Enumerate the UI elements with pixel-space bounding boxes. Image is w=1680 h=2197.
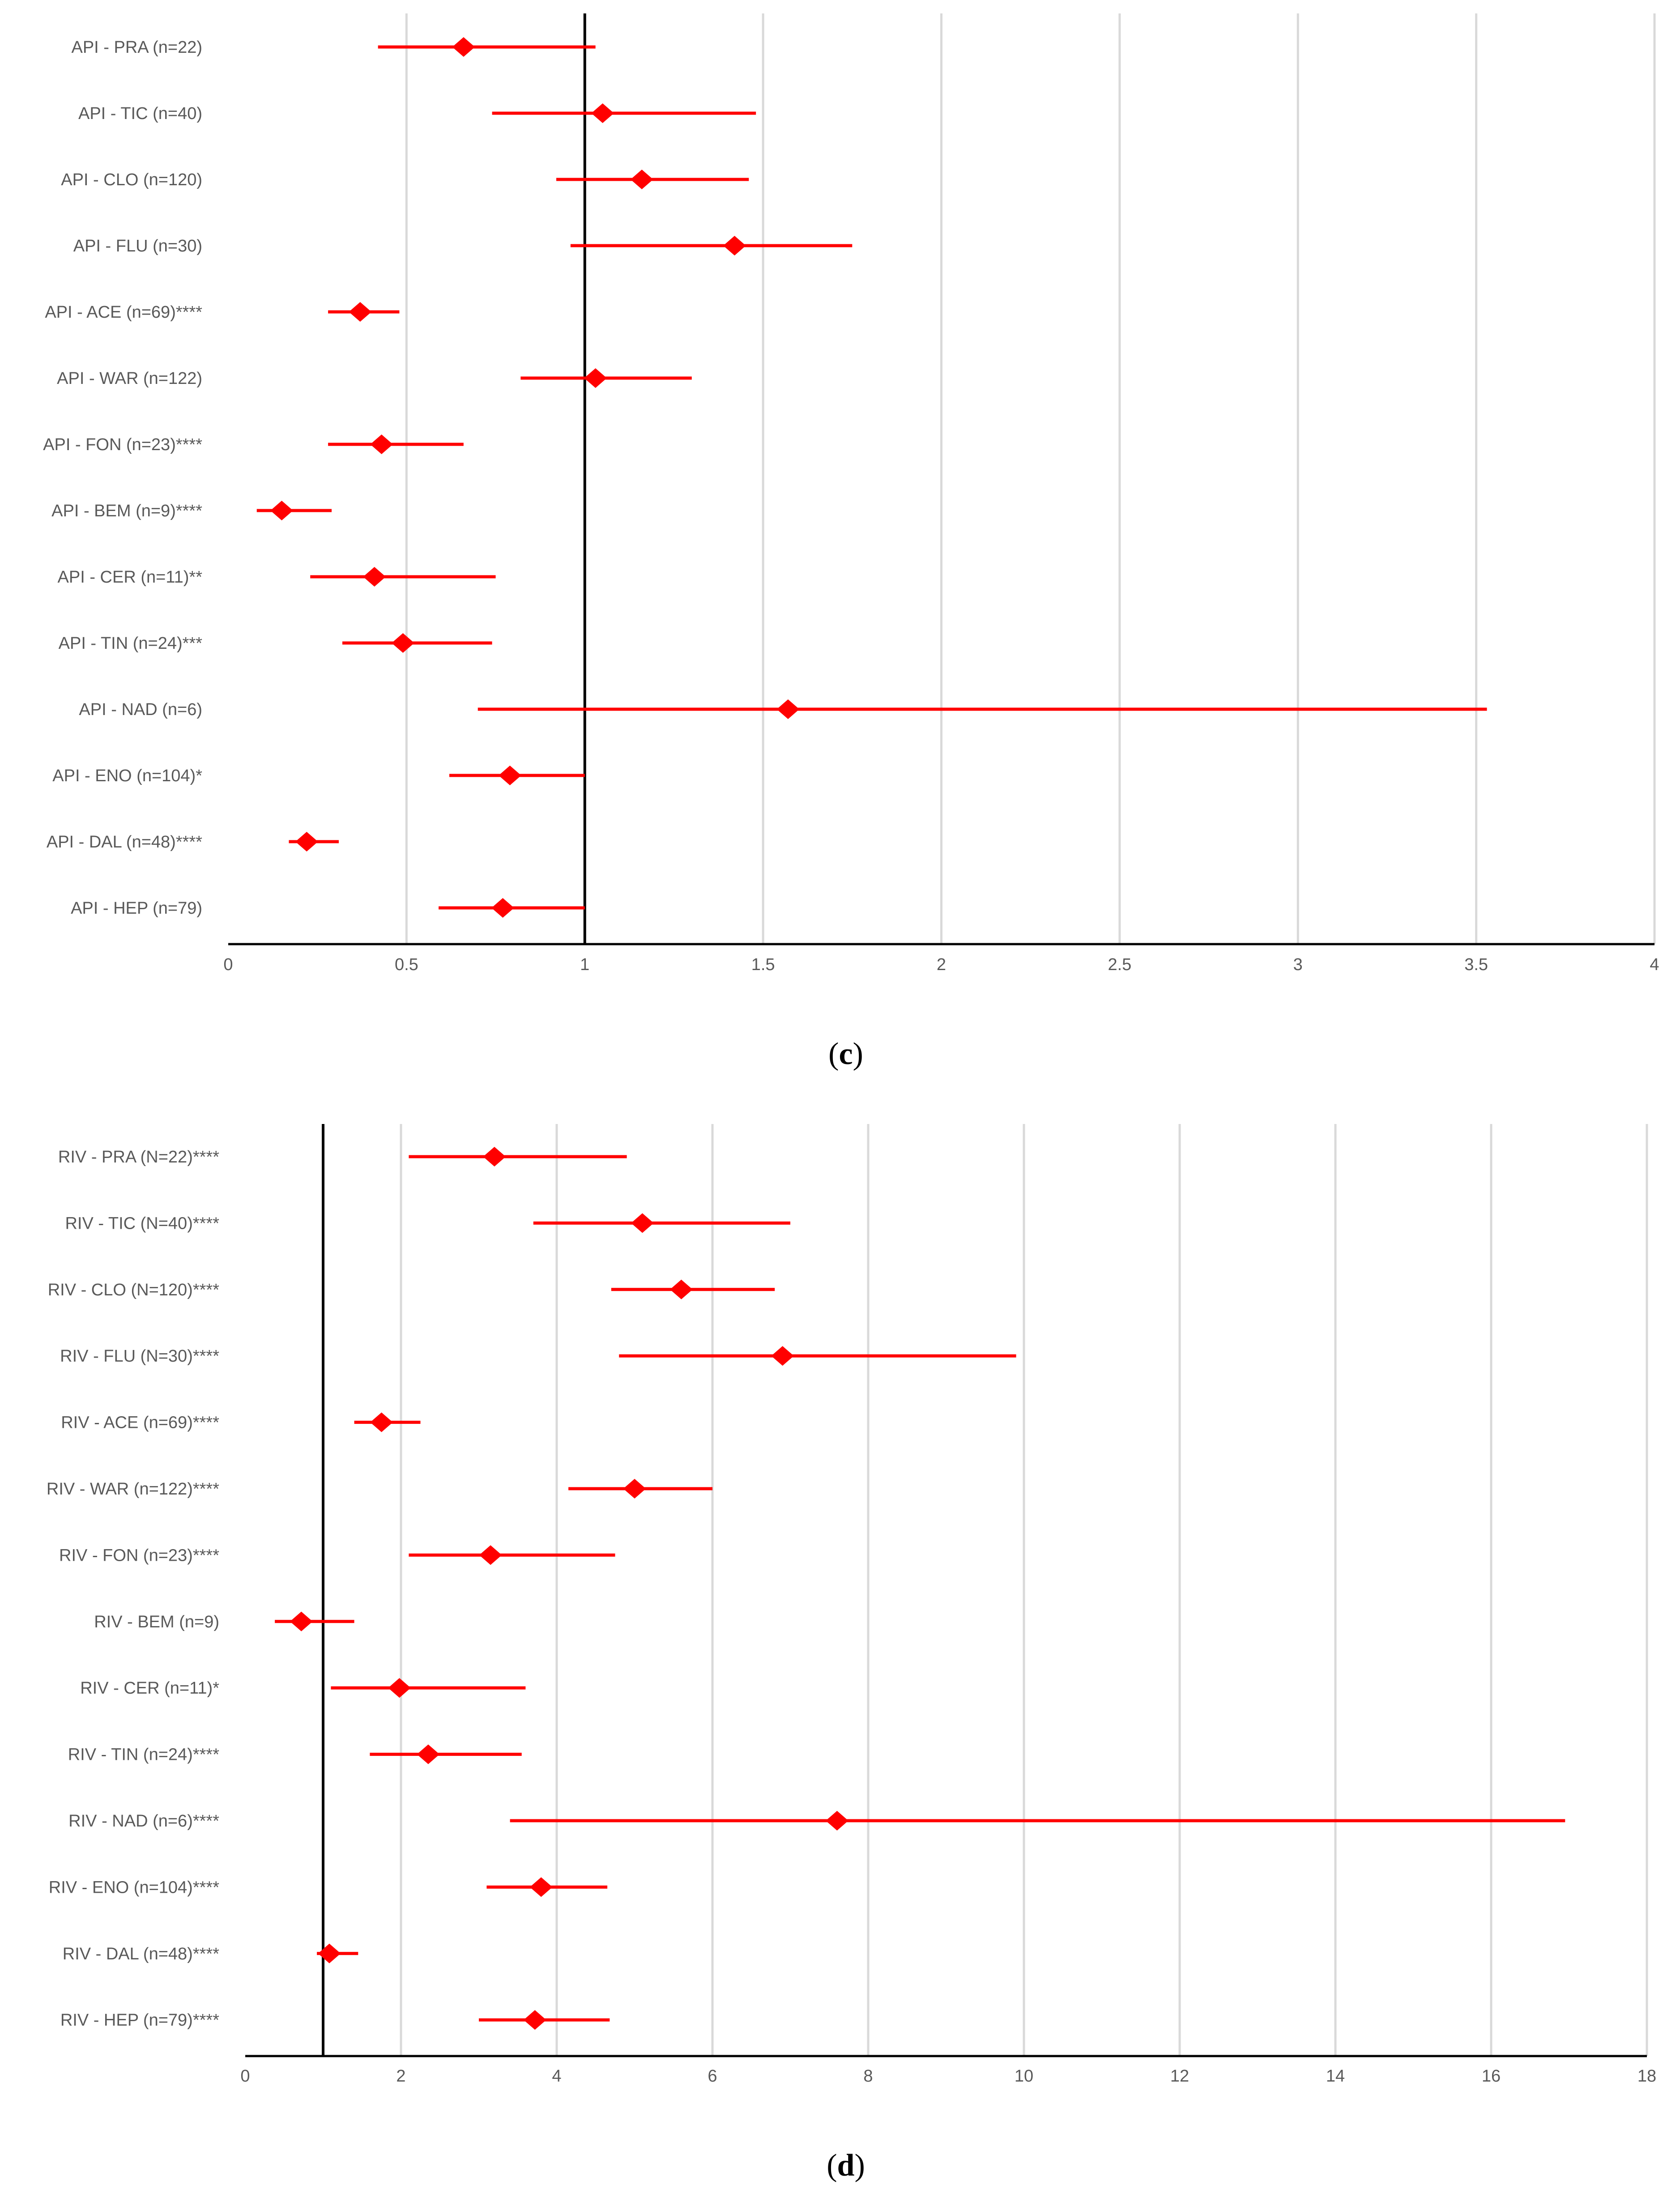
row-label: RIV - HEP (n=79)****	[60, 2011, 219, 2030]
row-label: API - CLO (n=120)	[61, 170, 202, 189]
x-tick-label: 8	[863, 2067, 873, 2086]
point-estimate	[392, 633, 414, 653]
point-estimate	[479, 1545, 502, 1565]
caption-paren: )	[854, 2148, 865, 2183]
row-label: API - PRA (n=22)	[71, 38, 202, 57]
forest-plot-c: 0 0.5 1 1.5 2 2.5 3 3.5 4 API - PRA (n=22) API - T…	[43, 13, 1659, 974]
point-estimate	[290, 1611, 313, 1631]
x-tick-label: 2.5	[1108, 955, 1131, 974]
point-estimate	[826, 1811, 849, 1831]
point-estimate	[295, 832, 318, 852]
x-tick-label: 1	[580, 955, 589, 974]
point-estimate	[591, 103, 614, 123]
row-label: API - ENO (n=104)*	[52, 766, 202, 785]
row-label: RIV - TIC (N=40)****	[65, 1214, 219, 1233]
x-tick-label: 0	[240, 2067, 250, 2086]
row-label: RIV - CLO (N=120)****	[48, 1281, 220, 1299]
x-tick-label: 10	[1015, 2067, 1033, 2086]
row-label: RIV - FLU (N=30)****	[60, 1347, 219, 1366]
x-tick-label: 0.5	[395, 955, 418, 974]
caption-letter: c	[839, 1037, 853, 1071]
x-tick-label: 14	[1326, 2067, 1345, 2086]
row-label: RIV - TIN (n=24)****	[68, 1746, 219, 1764]
row-label: API - BEM (n=9)****	[51, 502, 202, 520]
x-tick-label: 0	[223, 955, 233, 974]
panel-caption-d: (d)	[827, 2148, 865, 2183]
row-label: RIV - PRA (N=22)****	[58, 1148, 219, 1167]
row-label: RIV - NAD (n=6)****	[68, 1812, 219, 1831]
row-label: API - HEP (n=79)	[71, 899, 202, 918]
point-estimate	[370, 1412, 393, 1432]
point-estimate	[670, 1279, 693, 1299]
x-tick-label: 3	[1293, 955, 1303, 974]
x-tick-label: 4	[1650, 955, 1659, 974]
x-tick-label: 12	[1170, 2067, 1189, 2086]
point-estimate	[363, 567, 386, 587]
row-label: API - FON (n=23)****	[43, 435, 202, 454]
point-estimate	[630, 170, 653, 189]
x-tick-label: 1.5	[751, 955, 775, 974]
point-estimate	[631, 1213, 654, 1233]
x-tick-label: 6	[708, 2067, 717, 2086]
caption-letter: d	[837, 2148, 855, 2183]
row-label: API - DAL (n=48)****	[47, 833, 202, 852]
point-estimate	[776, 699, 800, 719]
point-estimate	[523, 2010, 546, 2030]
point-estimate	[318, 1943, 341, 1963]
row-label: API - WAR (n=122)	[57, 369, 202, 388]
point-estimate	[491, 898, 514, 918]
row-label: RIV - BEM (n=9)	[94, 1613, 219, 1631]
forest-plot-d: 0 2 4 6 8 10 12 14 16 18 RIV - PRA (N=22)**** RIV -…	[47, 1124, 1656, 2086]
x-tick-label: 3.5	[1464, 955, 1488, 974]
row-label: API - ACE (n=69)****	[45, 303, 202, 322]
row-label: RIV - FON (n=23)****	[59, 1546, 219, 1565]
x-tick-label: 16	[1482, 2067, 1501, 2086]
x-tick-label: 4	[552, 2067, 561, 2086]
point-estimate	[270, 501, 293, 520]
x-tick-label: 2	[396, 2067, 405, 2086]
row-label: API - TIN (n=24)***	[59, 634, 203, 653]
point-estimate	[529, 1877, 553, 1897]
point-estimate	[499, 766, 521, 785]
point-estimate	[623, 1479, 646, 1499]
row-label: API - TIC (n=40)	[78, 104, 202, 123]
caption-paren: )	[853, 1037, 863, 1071]
point-estimate	[370, 434, 393, 454]
point-estimate	[584, 368, 607, 388]
point-estimate	[452, 37, 475, 57]
x-tick-label: 2	[937, 955, 946, 974]
row-label: RIV - ACE (n=69)****	[61, 1414, 219, 1432]
point-estimate	[723, 236, 746, 255]
point-estimate	[349, 302, 372, 322]
row-label: API - NAD (n=6)	[79, 700, 202, 719]
point-estimate	[483, 1147, 506, 1167]
point-estimate	[417, 1744, 440, 1764]
panel-caption-c: (c)	[828, 1037, 863, 1071]
x-tick-label: 18	[1637, 2067, 1656, 2086]
point-estimate	[388, 1678, 411, 1698]
caption-paren: (	[828, 1037, 839, 1071]
row-label: API - CER (n=11)**	[58, 568, 203, 587]
row-label: RIV - WAR (n=122)****	[47, 1480, 219, 1499]
caption-paren: (	[827, 2148, 837, 2183]
row-label: RIV - CER (n=11)*	[80, 1679, 219, 1698]
row-label: API - FLU (n=30)	[73, 237, 202, 255]
row-label: RIV - ENO (n=104)****	[49, 1878, 219, 1897]
row-label: RIV - DAL (n=48)****	[63, 1945, 219, 1963]
point-estimate	[771, 1346, 794, 1366]
